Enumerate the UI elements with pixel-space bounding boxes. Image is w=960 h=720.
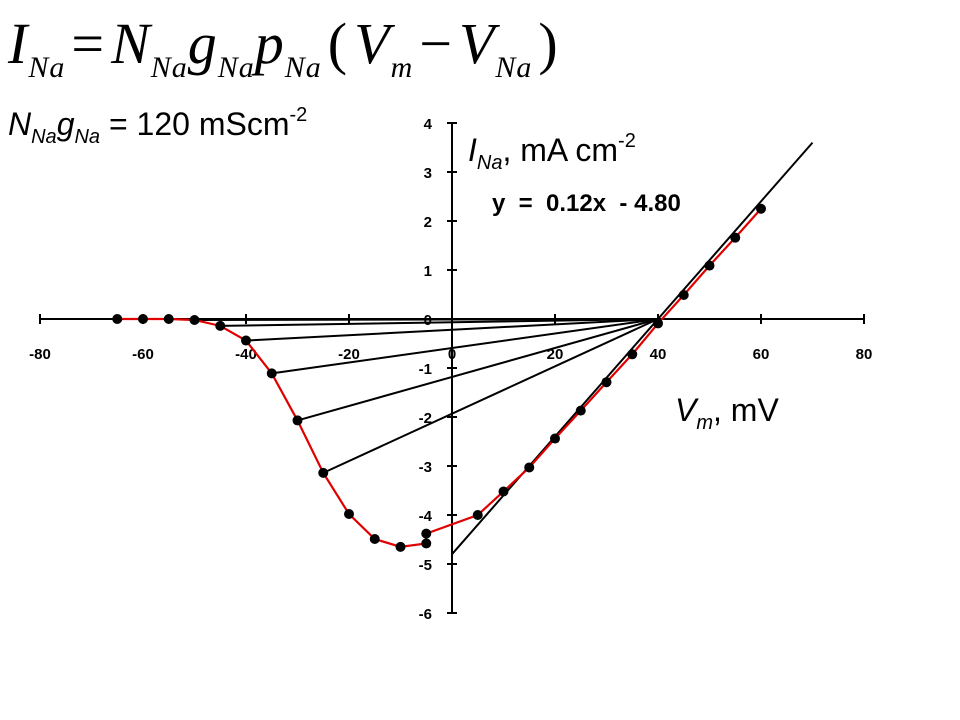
x-tick-label: 20 xyxy=(547,346,564,363)
eq-minus: − xyxy=(419,11,453,76)
data-point xyxy=(215,320,226,331)
y-label-exponent: -2 xyxy=(618,130,636,152)
fit-line xyxy=(451,141,814,555)
data-point xyxy=(421,528,432,539)
y-label-symbol: I xyxy=(468,132,477,168)
data-point xyxy=(189,314,200,325)
eq-current-subscript: Na xyxy=(28,51,66,84)
data-point xyxy=(112,314,123,324)
chord-line xyxy=(297,318,659,422)
x-tick-label: -80 xyxy=(29,346,51,363)
param-g-sub: Na xyxy=(74,126,101,148)
current-equation: INa = NNagNapNa(Vm − VNa) xyxy=(8,12,565,100)
eq-probability-symbol: p xyxy=(254,11,285,76)
data-point xyxy=(601,377,612,388)
x-label-subscript: m xyxy=(696,412,714,434)
y-axis-label: INa, mA cm-2 xyxy=(468,130,636,175)
eq-channel-count-symbol: N xyxy=(111,11,151,76)
y-tick-label: -4 xyxy=(419,508,433,525)
data-point xyxy=(627,349,638,360)
eq-equals: = xyxy=(71,11,106,76)
y-tick-label: -5 xyxy=(419,557,432,574)
data-point xyxy=(344,509,354,520)
y-label-subscript: Na xyxy=(476,152,503,174)
chord-line xyxy=(271,318,659,375)
data-point xyxy=(163,314,174,324)
eq-open-paren: ( xyxy=(327,11,349,76)
data-point xyxy=(550,433,560,444)
y-tick-label: -2 xyxy=(419,410,432,427)
eq-conductance-symbol: g xyxy=(187,11,218,76)
data-point xyxy=(395,541,406,552)
data-point xyxy=(704,260,715,271)
eq-reversal-subscript: Na xyxy=(495,51,533,84)
y-tick-label: 2 xyxy=(424,214,432,231)
x-tick-label: 40 xyxy=(650,346,667,363)
data-point xyxy=(369,534,380,545)
eq-current-symbol: I xyxy=(8,11,29,76)
data-point xyxy=(524,462,535,473)
y-tick-label: 1 xyxy=(424,263,432,280)
y-tick-label: 3 xyxy=(424,165,432,182)
y-tick-label: -6 xyxy=(419,606,432,623)
x-label-symbol: V xyxy=(675,392,697,428)
x-tick-label: 0 xyxy=(448,346,456,363)
eq-conductance-subscript: Na xyxy=(217,51,255,84)
y-tick-label: 4 xyxy=(424,116,433,133)
eq-probability-subscript: Na xyxy=(284,51,322,84)
x-axis-label: Vm, mV xyxy=(675,392,779,435)
data-point xyxy=(756,203,766,214)
chord-line xyxy=(194,318,659,321)
data-point xyxy=(241,335,251,346)
eq-voltage-subscript: m xyxy=(390,51,414,84)
x-tick-label: -40 xyxy=(235,346,257,363)
eq-voltage-symbol: V xyxy=(354,11,391,76)
chord-line xyxy=(322,318,659,474)
x-label-units: , mV xyxy=(713,392,779,428)
series-line xyxy=(117,208,762,548)
fit-equation: y = 0.12x - 4.80 xyxy=(492,190,681,217)
chord-line xyxy=(245,318,659,342)
param-exponent: -2 xyxy=(289,104,308,126)
eq-channel-count-subscript: Na xyxy=(150,51,188,84)
chord-line xyxy=(220,318,659,327)
x-tick-label: -20 xyxy=(338,346,360,363)
data-point xyxy=(678,289,689,300)
data-point xyxy=(318,467,329,478)
data-point xyxy=(472,510,483,520)
conductance-parameter: NNagNa = 120 mScm-2 xyxy=(8,104,307,149)
data-point xyxy=(653,318,663,329)
eq-close-paren: ) xyxy=(538,11,559,76)
x-tick-label: -60 xyxy=(132,346,154,363)
y-tick-label: -1 xyxy=(419,361,432,378)
data-point xyxy=(138,314,148,324)
data-point xyxy=(498,486,509,497)
param-N: N xyxy=(8,106,32,142)
x-tick-label: 60 xyxy=(753,346,770,363)
data-point xyxy=(421,538,432,549)
data-point xyxy=(575,405,586,416)
data-point xyxy=(730,232,741,243)
param-value: = 120 mScm xyxy=(100,106,290,142)
eq-reversal-symbol: V xyxy=(458,11,496,76)
data-point xyxy=(266,368,277,379)
y-tick-label: -3 xyxy=(419,459,432,476)
y-tick-label: 0 xyxy=(424,312,432,329)
x-tick-label: 80 xyxy=(856,346,873,363)
param-N-sub: Na xyxy=(31,126,57,148)
data-point xyxy=(292,415,303,426)
param-g: g xyxy=(56,106,75,142)
y-label-units: , mA cm xyxy=(502,132,619,168)
